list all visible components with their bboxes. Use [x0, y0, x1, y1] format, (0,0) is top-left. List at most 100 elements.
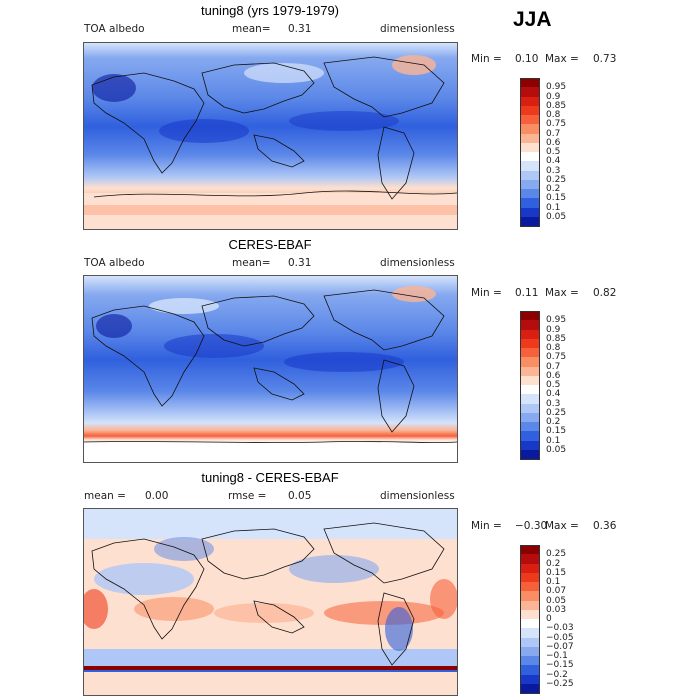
colorbar-tick-label: 0.4: [546, 389, 561, 400]
panel1-max-label: Max =: [545, 53, 579, 65]
panel2-coastlines: [84, 289, 457, 443]
panel2-map: [83, 275, 458, 463]
colorbar-tick-label: 0.7: [546, 361, 561, 372]
colorbar-swatch: [520, 329, 540, 340]
colorbar-tick-label: 0.1: [546, 577, 561, 587]
colorbar-tick-label: 0.85: [546, 100, 567, 111]
colorbar-tick-label: −0.03: [546, 623, 574, 634]
panel2-mean-label: mean=: [232, 257, 271, 269]
colorbar-swatch: [520, 422, 540, 432]
colorbar-swatch: [520, 637, 540, 648]
colorbar-swatch: [520, 152, 540, 162]
colorbar-tick-label: −0.1: [546, 651, 568, 661]
panel1-colorbar: 0.95 0.9 0.85 0.8 0.75 0.7 0.6 0.5 0.4 0.3 0.25 0.2…: [520, 78, 566, 227]
panel1-coastlines: [91, 56, 457, 200]
colorbar-tick-label: 0.05: [546, 211, 567, 222]
colorbar-swatch: [520, 394, 540, 404]
colorbar-swatch: [520, 385, 540, 395]
colorbar-swatch: [520, 403, 540, 414]
colorbar-tick-label: 0.25: [546, 549, 567, 560]
colorbar-tick-label: 0.6: [546, 137, 561, 148]
colorbar-swatch: [520, 133, 540, 144]
colorbar-tick-label: −0.05: [546, 632, 574, 643]
panel1-mean-value: 0.31: [288, 23, 312, 35]
colorbar-swatch: [520, 609, 540, 620]
colorbar-tick-label: 0.75: [546, 352, 567, 363]
panel1-mean-label: mean=: [232, 23, 271, 35]
panel3-map: [83, 508, 458, 696]
panel2-colorbar: 0.95 0.9 0.85 0.8 0.75 0.7 0.6 0.5 0.4 0.3 0.25 0.2…: [520, 311, 566, 460]
colorbar-swatch: [520, 142, 540, 153]
colorbar-swatch: [520, 412, 540, 423]
colorbar-swatch: [520, 78, 540, 88]
colorbar-tick-label: −0.15: [546, 660, 574, 671]
colorbar-swatch: [520, 366, 540, 377]
colorbar-tick-label: 0.07: [546, 586, 567, 597]
colorbar-swatch: [520, 189, 540, 199]
panel1-min-value: 0.10: [515, 53, 539, 65]
colorbar-swatch: [520, 683, 540, 694]
panel3-max-value: 0.36: [593, 520, 617, 532]
panel2-max-value: 0.82: [593, 287, 617, 299]
colorbar-swatch: [520, 375, 540, 386]
colorbar-swatch: [520, 431, 540, 441]
panel1-min-label: Min =: [471, 53, 502, 65]
panel2-min-label: Min =: [471, 287, 502, 299]
colorbar-swatch: [520, 124, 540, 134]
colorbar-swatch: [520, 656, 540, 666]
colorbar-swatch: [520, 646, 540, 657]
colorbar-tick-label: 0.7: [546, 128, 561, 139]
colorbar-tick-label: 0.25: [546, 174, 567, 185]
colorbar-swatch: [520, 449, 540, 460]
colorbar-tick-label: 0.2: [546, 184, 561, 194]
panel3-coastlines: [91, 522, 445, 666]
panel2-min-value: 0.11: [515, 287, 539, 299]
colorbar-tick-label: 0.8: [546, 110, 561, 120]
colorbar-swatch: [520, 216, 540, 227]
colorbar-tick-label: 0.03: [546, 604, 567, 615]
colorbar-swatch: [520, 582, 540, 592]
colorbar-swatch: [520, 665, 540, 675]
colorbar-swatch: [520, 96, 540, 107]
colorbar-swatch: [520, 320, 540, 330]
panel1-field-label: TOA albedo: [84, 23, 145, 35]
colorbar-tick-label: 0.1: [546, 435, 561, 446]
colorbar-tick-label: 0.75: [546, 119, 567, 130]
colorbar-tick-label: 0.15: [546, 193, 567, 204]
panel3-mean-label: mean =: [84, 490, 126, 502]
colorbar-swatch: [520, 591, 540, 601]
colorbar-tick-label: 0.15: [546, 426, 567, 437]
colorbar-tick-label: 0.9: [546, 324, 561, 335]
colorbar-swatch: [520, 357, 540, 367]
colorbar-tick-label: 0.5: [546, 147, 561, 157]
panel2-mean-value: 0.31: [288, 257, 312, 269]
panel2-max-label: Max =: [545, 287, 579, 299]
colorbar-swatch: [520, 440, 540, 451]
panel2-map-plot: [84, 276, 457, 462]
colorbar-swatch: [520, 170, 540, 181]
colorbar-tick-label: 0.95: [546, 315, 567, 326]
colorbar-tick-label: 0.95: [546, 82, 567, 93]
panel2-units: dimensionless: [380, 257, 455, 269]
colorbar-tick-label: −0.25: [546, 678, 574, 689]
panel1-map: [83, 42, 458, 230]
colorbar-swatch: [520, 179, 540, 190]
colorbar-tick-label: 0.3: [546, 398, 561, 409]
panel1-units: dimensionless: [380, 23, 455, 35]
panel2-title: CERES-EBAF: [228, 237, 312, 252]
colorbar-swatch: [520, 115, 540, 125]
colorbar-swatch: [520, 600, 540, 611]
panel3-min-label: Min =: [471, 520, 502, 532]
panel3-units: dimensionless: [380, 490, 455, 502]
colorbar-tick-label: 0.9: [546, 91, 561, 102]
panel3-rmse-value: 0.05: [288, 490, 312, 502]
colorbar-tick-label: −0.2: [546, 669, 568, 680]
colorbar-tick-label: 0.8: [546, 343, 561, 353]
colorbar-swatch: [520, 105, 540, 116]
colorbar-swatch: [520, 628, 540, 638]
colorbar-swatch: [520, 572, 540, 583]
colorbar-tick-label: 0.85: [546, 333, 567, 344]
panel3-mean-value: 0.00: [145, 490, 169, 502]
colorbar-swatch: [520, 311, 540, 321]
panel3-min-value: −0.30: [515, 520, 548, 532]
